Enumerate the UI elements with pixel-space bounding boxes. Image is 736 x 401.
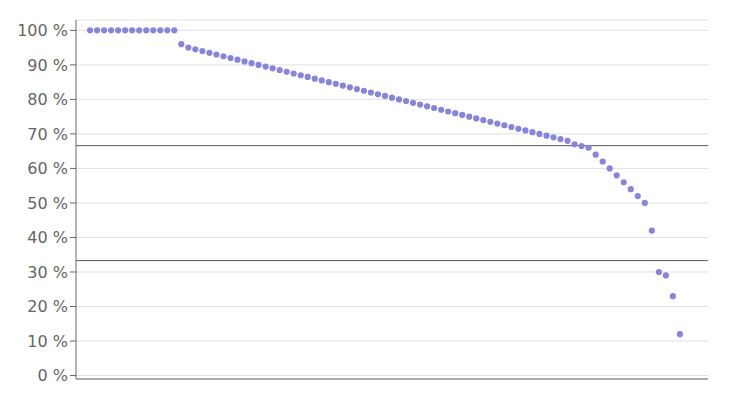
svg-text:10 %: 10 %: [27, 332, 68, 351]
svg-text:60 %: 60 %: [27, 159, 68, 178]
svg-text:40 %: 40 %: [27, 228, 68, 247]
svg-text:80 %: 80 %: [27, 90, 68, 109]
svg-text:90 %: 90 %: [27, 56, 68, 75]
svg-text:20 %: 20 %: [27, 297, 68, 316]
svg-text:50 %: 50 %: [27, 194, 68, 213]
svg-text:0 %: 0 %: [38, 366, 68, 385]
svg-text:100 %: 100 %: [17, 21, 68, 40]
svg-text:30 %: 30 %: [27, 263, 68, 282]
svg-text:70 %: 70 %: [27, 125, 68, 144]
